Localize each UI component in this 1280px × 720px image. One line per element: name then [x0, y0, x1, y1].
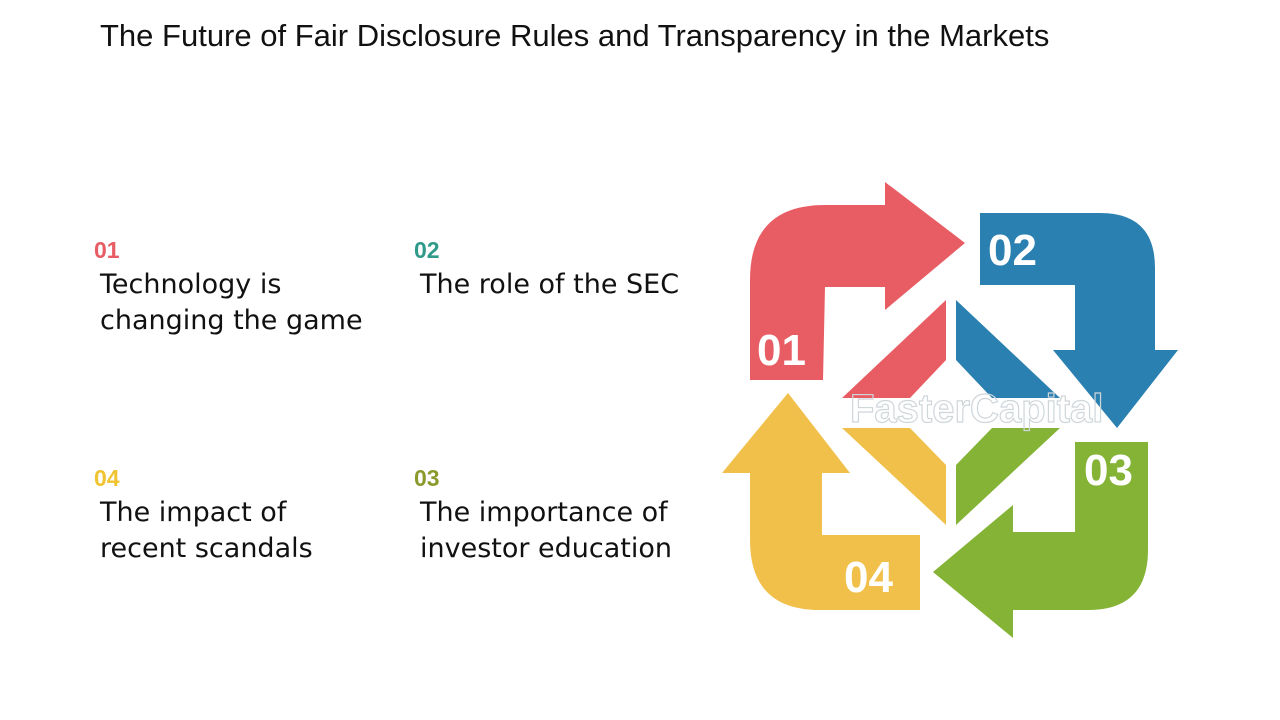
arrow-03 — [933, 442, 1148, 638]
item-text: The role of the SEC — [420, 267, 679, 303]
item-text-line: investor education — [420, 533, 673, 564]
arrow-01-label: 01 — [757, 326, 806, 375]
arrow-04 — [722, 393, 920, 610]
item-text-line: The role of the SEC — [420, 269, 680, 300]
item-text-line: The impact of — [100, 497, 287, 528]
cycle-graphic: FasterCapital 01 02 03 04 — [722, 182, 1178, 638]
arrow-04-label: 04 — [844, 553, 893, 602]
item-number: 02 — [414, 237, 440, 263]
arrow-02 — [980, 213, 1178, 428]
watermark-text: FasterCapital — [850, 387, 1103, 431]
item-text-line: The importance of — [420, 497, 668, 528]
item-text: Technology is changing the game — [100, 267, 363, 339]
item-text: The impact of recent scandals — [100, 495, 313, 567]
item-text: The importance of investor education — [420, 495, 672, 567]
inner-segment-04 — [842, 428, 946, 525]
arrow-01 — [750, 182, 965, 380]
inner-segment-02 — [956, 300, 1060, 398]
item-number: 04 — [94, 465, 120, 491]
item-03: 03 The importance of investor education — [414, 464, 672, 567]
arrow-02-label: 02 — [988, 226, 1037, 275]
item-04: 04 The impact of recent scandals — [94, 464, 313, 567]
center-diamond — [900, 358, 1002, 466]
inner-segment-03 — [956, 428, 1060, 525]
page-title: The Future of Fair Disclosure Rules and … — [100, 18, 1050, 53]
inner-segment-01 — [842, 300, 946, 398]
item-text-line: recent scandals — [100, 533, 313, 564]
arrow-03-label: 03 — [1084, 446, 1133, 495]
item-text-line: changing the game — [100, 305, 363, 336]
item-text-line: Technology is — [100, 269, 282, 300]
item-02: 02 The role of the SEC — [414, 236, 679, 303]
item-01: 01 Technology is changing the game — [94, 236, 363, 339]
item-number: 03 — [414, 465, 440, 491]
item-number: 01 — [94, 237, 120, 263]
